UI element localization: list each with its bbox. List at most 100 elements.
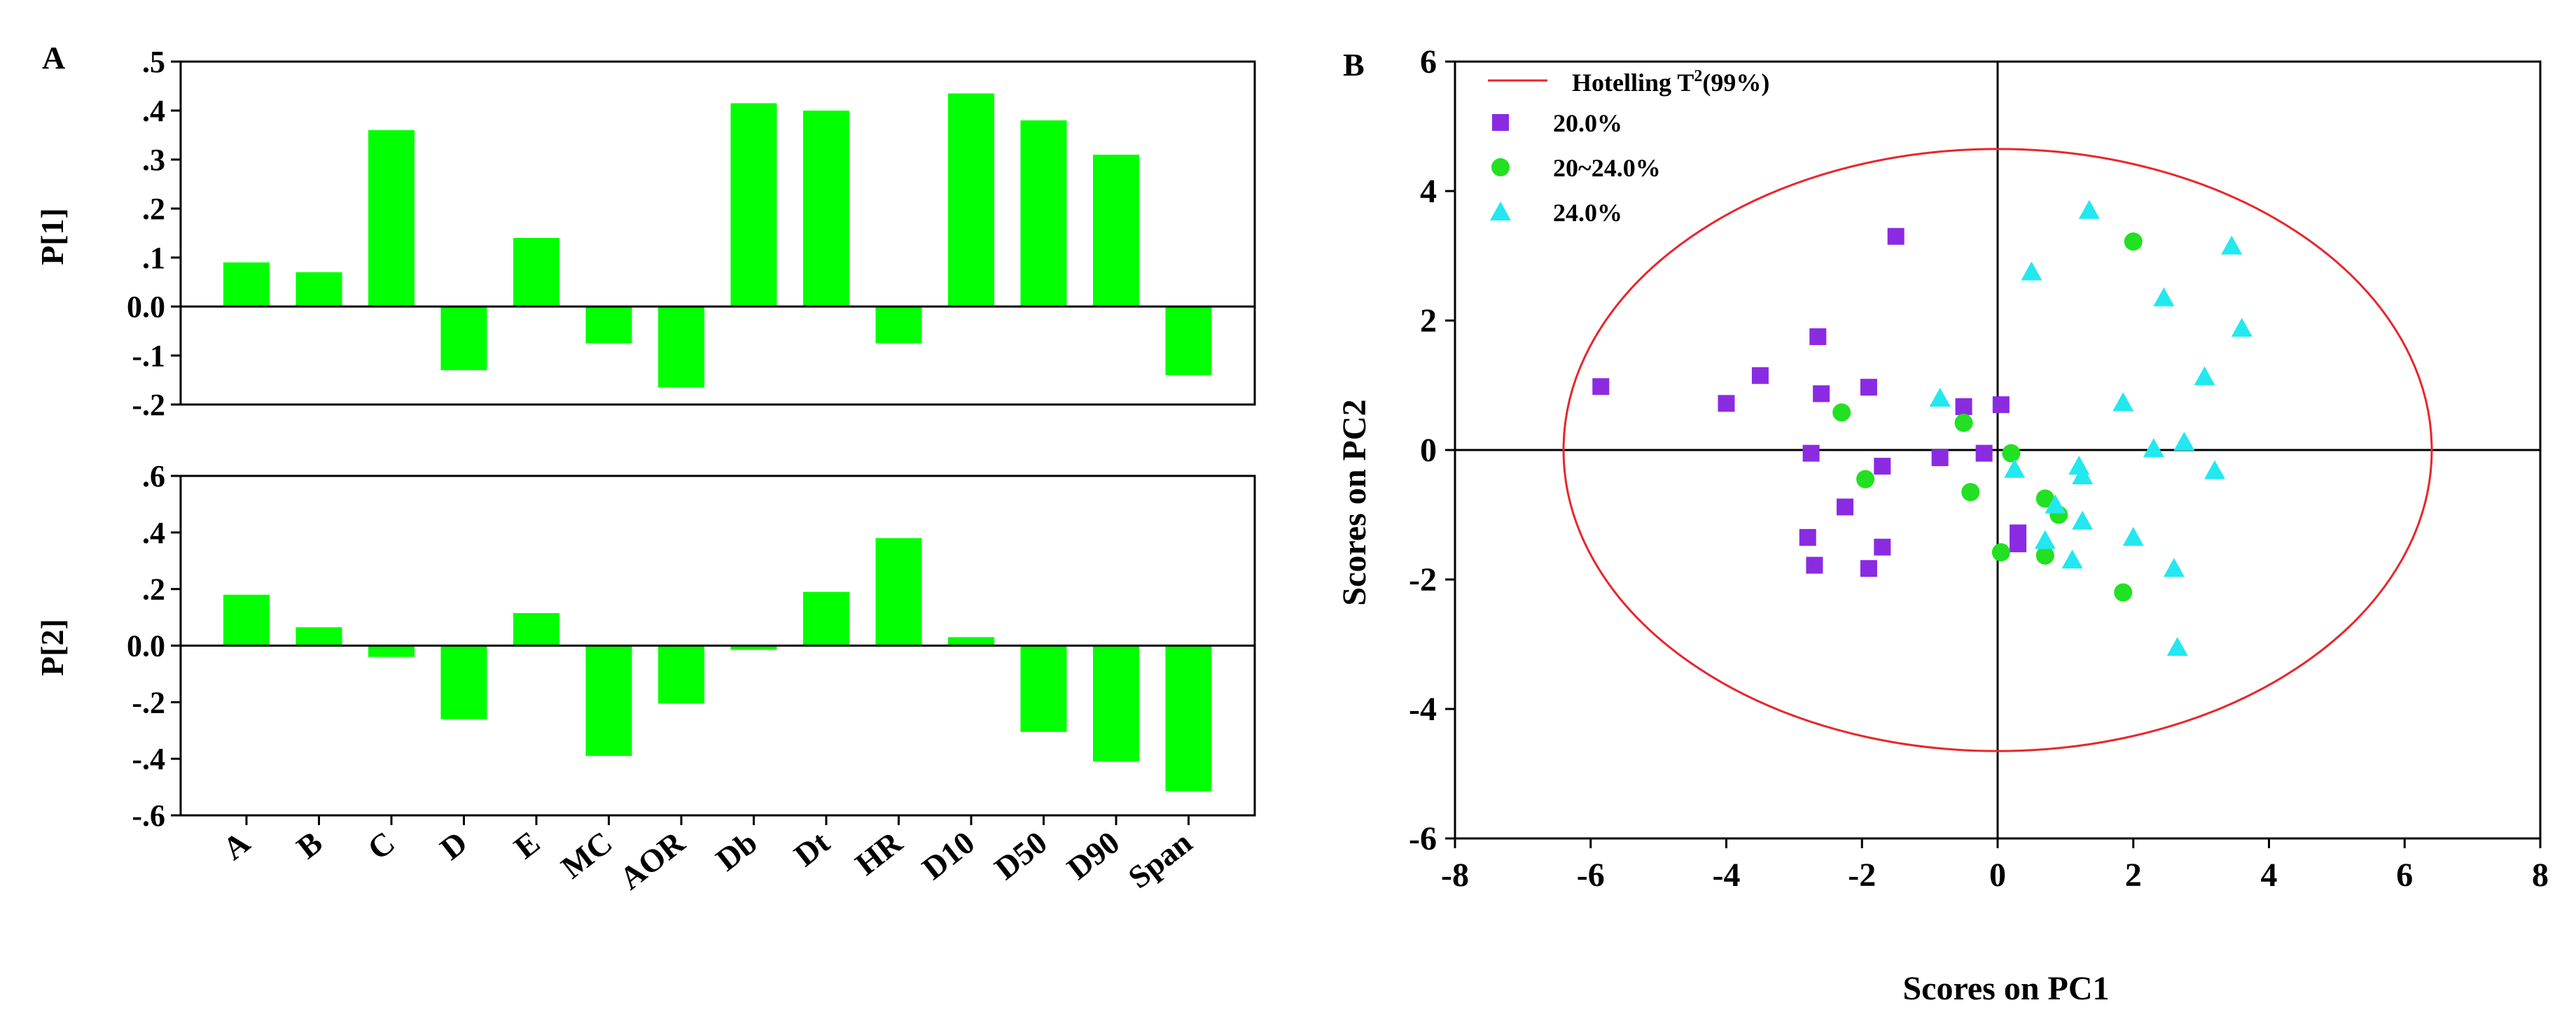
point-24-0 — [2078, 199, 2100, 219]
y-axis-label: Scores on PC2 — [1336, 399, 1373, 605]
hotelling-t2-ellipse — [1562, 148, 2433, 752]
point-20-0 — [1813, 385, 1830, 402]
p2-bar-span — [1165, 645, 1212, 792]
legend-label-20-0: 20.0% — [1553, 109, 1622, 137]
p2-bar-hr — [875, 537, 922, 646]
p1-bar-db — [730, 103, 777, 307]
point-24-0 — [2021, 261, 2042, 281]
p1-bar-b — [295, 272, 342, 307]
p2-y-tick-label: -.6 — [132, 799, 165, 833]
scatter-x-tick-label: -8 — [1441, 857, 1469, 894]
legend-label-20-24-0: 20~24.0% — [1553, 154, 1661, 182]
p1-bar-d10 — [948, 93, 994, 307]
point-20-0 — [1860, 560, 1877, 577]
p1-y-tick-label: .3 — [142, 143, 165, 177]
scatter-x-tick-label: -6 — [1577, 857, 1605, 894]
p2-frame — [179, 475, 1256, 817]
p2-bar-b — [295, 627, 342, 646]
x-axis-label: Scores on PC1 — [1902, 970, 2109, 1007]
scatter-x-tick-label: 0 — [1989, 857, 2006, 894]
p1-y-tick-label: .5 — [142, 45, 165, 79]
point-24-0 — [2072, 510, 2094, 530]
point-24-0 — [2143, 438, 2164, 458]
point-20-0 — [1718, 395, 1735, 412]
p1-bar-c — [368, 130, 415, 307]
legend-marker-24-0 — [1490, 202, 1511, 220]
legend-marker-20-24-0 — [1491, 158, 1510, 176]
point-24-0 — [2204, 460, 2225, 479]
point-20-0 — [1874, 458, 1891, 475]
legend-label-24-0: 24.0% — [1553, 199, 1622, 227]
p2-y-tick-label: .2 — [142, 572, 165, 607]
p2-y-tick-label: -.2 — [132, 685, 165, 719]
p1-frame — [179, 60, 1256, 406]
p1-y-tick-label: 0.0 — [127, 290, 165, 324]
p1-y-tick-label: .4 — [142, 94, 165, 128]
point-24-0 — [2112, 392, 2134, 412]
p1-y-tick-label: -.2 — [132, 388, 165, 422]
p2-y-ticks: -.6 -.4 -.2 0.0 .2 .4 .6 — [127, 459, 181, 833]
legend-marker-20-0 — [1492, 114, 1509, 131]
point-24-0 — [2221, 235, 2243, 255]
point-20-0 — [1802, 444, 1820, 462]
point-24-0 — [2173, 431, 2195, 451]
p1-y-ticks: -.2 -.1 0.0 .1 .2 .3 .4 .5 — [127, 45, 181, 422]
p1-bar-hr — [875, 307, 922, 344]
point-24-0 — [2072, 465, 2094, 484]
point-20-0 — [1809, 328, 1827, 346]
p1-y-tick-label: -.1 — [132, 339, 165, 373]
point-20-0 — [1992, 396, 2010, 414]
p2-y-tick-label: .6 — [142, 459, 165, 493]
scatter-x-tick-label: 8 — [2532, 857, 2549, 894]
p2-bar-d90 — [1093, 645, 1139, 762]
p1-bar-a — [223, 262, 270, 307]
p2-y-axis-label: P[2] — [34, 619, 70, 676]
point-20-0 — [1975, 444, 1993, 462]
p1-bar-d50 — [1020, 120, 1067, 307]
point-20-24-0 — [1954, 414, 1973, 433]
point-24-0 — [2153, 287, 2175, 307]
scatter-y-tick-label: -4 — [1409, 691, 1437, 728]
p1-bars — [223, 93, 1212, 388]
scatter-y-tick-label: -6 — [1409, 820, 1437, 857]
p2-y-tick-label: 0.0 — [127, 629, 165, 663]
scatter-x-tick-label: -2 — [1848, 857, 1876, 894]
p2-bar-d — [440, 645, 487, 719]
point-24-0 — [2231, 318, 2253, 337]
point-20-0 — [1837, 498, 1854, 516]
point-20-0 — [1592, 378, 1610, 395]
p1-y-axis-label: P[1] — [34, 208, 70, 265]
scatter-y-tick-label: 0 — [1420, 432, 1437, 469]
point-24-0 — [2004, 458, 2026, 478]
p2-bar-dt — [803, 591, 849, 646]
point-20-24-0 — [2002, 444, 2021, 463]
legend-series: 20.0% 20~24.0% 24.0% — [1490, 109, 1661, 227]
point-20-0 — [1887, 227, 1905, 245]
scatter-y-tick-label: 2 — [1420, 302, 1437, 339]
p2-bar-a — [223, 594, 270, 646]
p1-bar-dt — [803, 111, 849, 307]
p1-bar-aor — [658, 307, 704, 388]
p2-bar-e — [513, 613, 559, 646]
scatter-x-tick-label: 6 — [2396, 857, 2413, 894]
point-20-24-0 — [1961, 483, 1980, 502]
scatter-x-tick-label: 2 — [2125, 857, 2142, 894]
p1-bar-d90 — [1093, 155, 1139, 307]
point-20-24-0 — [2035, 489, 2054, 508]
p1-y-tick-label: .1 — [142, 241, 165, 275]
p1-bar-d — [440, 307, 487, 370]
point-20-24-0 — [1856, 470, 1875, 489]
p1-bar-mc — [585, 307, 632, 344]
scatter-x-tick-label: -4 — [1713, 857, 1741, 894]
point-20-0 — [1931, 449, 1949, 467]
point-24-0 — [2194, 366, 2215, 386]
point-20-24-0 — [1832, 403, 1851, 422]
point-24-0 — [2045, 494, 2066, 514]
point-20-24-0 — [2124, 232, 2143, 251]
point-24-0 — [2122, 526, 2144, 546]
point-20-0 — [2010, 535, 2027, 553]
